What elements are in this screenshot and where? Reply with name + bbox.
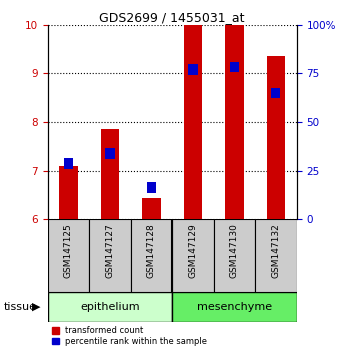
Text: ▶: ▶ [32, 302, 41, 312]
Text: tissue: tissue [3, 302, 36, 312]
Bar [48, 219, 89, 292]
Bar [147, 182, 156, 193]
Bar [64, 158, 73, 169]
Bar [230, 62, 239, 73]
Text: GSM147130: GSM147130 [230, 223, 239, 278]
Text: mesenchyme: mesenchyme [197, 302, 272, 312]
Bar [271, 87, 281, 98]
Bar [267, 56, 285, 219]
Text: GSM147129: GSM147129 [189, 223, 197, 278]
Bar [214, 219, 255, 292]
Bar [183, 25, 202, 219]
Bar [142, 198, 161, 219]
Bar [89, 219, 131, 292]
Text: GSM147127: GSM147127 [105, 223, 115, 278]
Title: GDS2699 / 1455031_at: GDS2699 / 1455031_at [100, 11, 245, 24]
Bar [172, 219, 214, 292]
Legend: transformed count, percentile rank within the sample: transformed count, percentile rank withi… [52, 326, 207, 346]
Text: GSM147128: GSM147128 [147, 223, 156, 278]
Text: GSM147132: GSM147132 [271, 223, 280, 278]
Bar [225, 25, 244, 219]
Text: GSM147125: GSM147125 [64, 223, 73, 278]
Bar [59, 166, 78, 219]
Bar [101, 130, 119, 219]
Bar [255, 219, 297, 292]
Bar [48, 292, 172, 322]
Text: epithelium: epithelium [80, 302, 140, 312]
Bar [172, 292, 297, 322]
Bar [105, 148, 115, 159]
Bar [188, 64, 197, 75]
Bar [131, 219, 172, 292]
